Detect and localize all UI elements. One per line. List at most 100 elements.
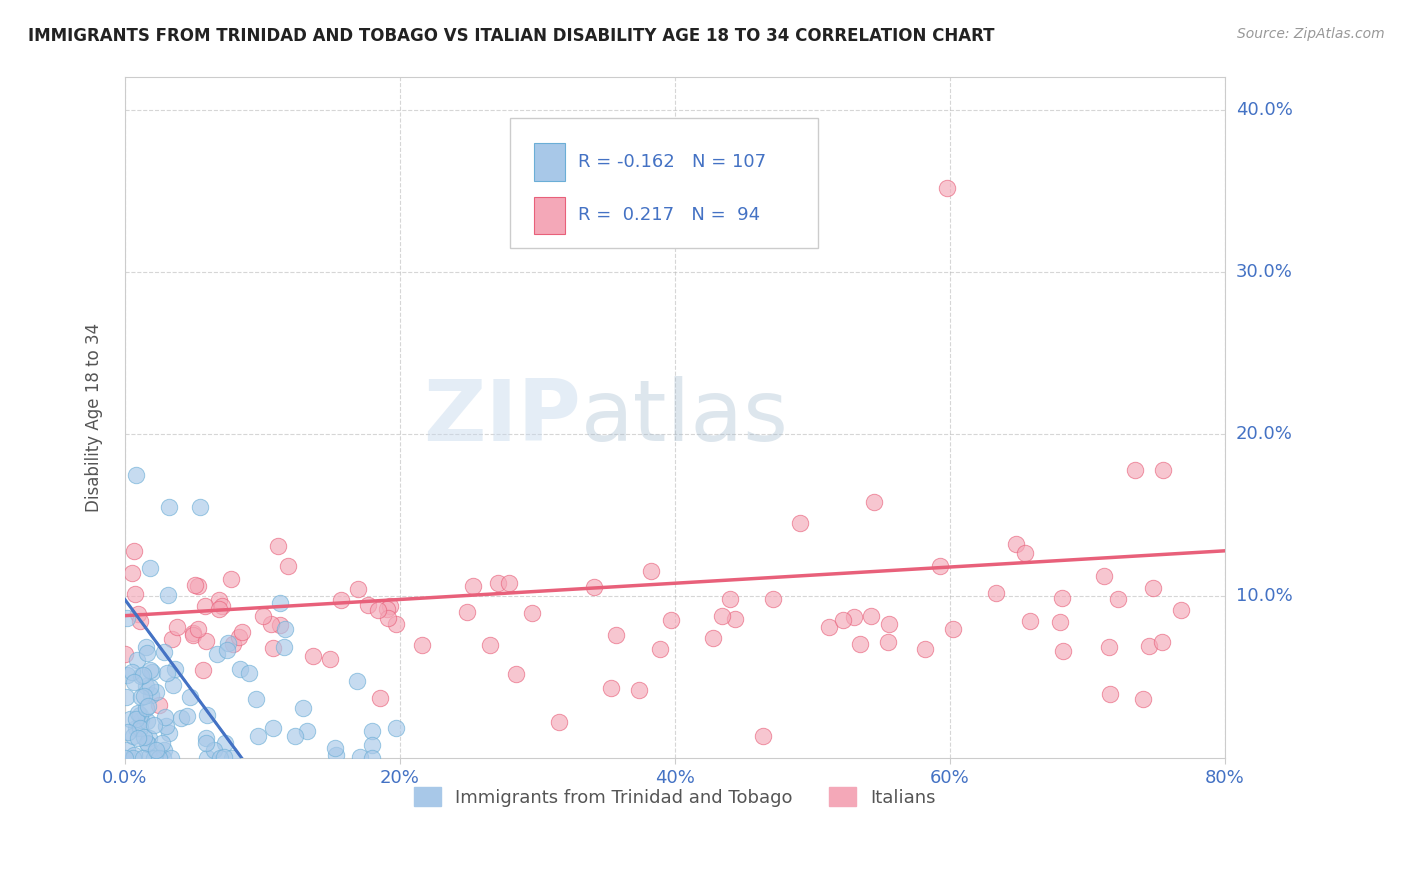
Point [1049,615,1071,629]
Point [385,722,408,736]
Text: Source: ZipAtlas.com: Source: ZipAtlas.com [1237,27,1385,41]
Point [132,751,155,765]
Point [132,731,155,745]
Point [378,599,401,613]
Point [346,674,368,689]
Point [274,622,297,636]
Point [141,665,163,679]
Point [1004,537,1026,551]
Point [157,588,180,602]
Point [269,595,291,609]
Point [659,613,682,627]
Point [269,618,291,632]
Point [582,580,605,594]
Point [114,690,136,704]
Point [1132,692,1154,706]
Point [219,572,242,586]
Point [139,663,162,677]
Point [176,708,198,723]
Point [202,743,225,757]
Text: 10.0%: 10.0% [1236,587,1292,605]
Point [461,579,484,593]
Point [347,582,370,596]
Point [132,668,155,682]
Point [215,642,238,657]
Point [122,747,145,762]
Point [228,630,250,644]
Point [145,685,167,699]
Point [181,628,204,642]
FancyBboxPatch shape [534,196,565,234]
Point [877,616,900,631]
Point [262,721,284,735]
Legend: Immigrants from Trinidad and Tobago, Italians: Immigrants from Trinidad and Tobago, Ita… [406,780,943,814]
Point [152,751,174,765]
Point [136,737,159,751]
Point [831,613,853,627]
Point [121,751,143,765]
Text: 30.0%: 30.0% [1236,263,1292,281]
Point [179,690,201,704]
Point [129,690,152,705]
Point [129,708,152,723]
Point [640,564,662,578]
Text: ZIP: ZIP [423,376,581,459]
Text: IMMIGRANTS FROM TRINIDAD AND TOBAGO VS ITALIAN DISABILITY AGE 18 TO 34 CORRELATI: IMMIGRANTS FROM TRINIDAD AND TOBAGO VS I… [28,27,994,45]
Point [122,729,145,743]
Point [125,653,148,667]
Point [211,599,233,613]
Point [411,638,433,652]
Point [375,602,398,616]
Point [139,561,162,575]
Point [762,592,785,607]
Point [124,721,146,735]
Point [245,691,267,706]
Point [135,714,157,728]
Point [138,731,160,745]
Point [205,647,228,661]
Point [548,714,571,729]
Point [260,616,283,631]
Point [863,495,886,509]
Point [114,648,136,662]
Point [157,500,180,514]
Point [195,736,218,750]
Point [117,725,139,739]
Point [302,649,325,664]
Point [849,637,872,651]
Point [118,712,141,726]
Point [929,559,952,574]
Point [127,731,149,745]
Point [456,605,478,619]
Point [361,751,384,765]
Point [1019,614,1042,628]
Point [478,638,501,652]
Point [817,620,839,634]
Point [368,691,391,706]
Point [710,608,733,623]
Point [262,640,284,655]
Point [125,712,148,726]
Point [1050,591,1073,606]
Point [1098,687,1121,701]
Point [128,721,150,735]
Point [187,623,209,637]
Point [162,632,184,647]
Point [129,614,152,628]
Point [129,669,152,683]
Point [153,743,176,757]
Point [122,544,145,558]
Point [141,689,163,703]
Point [208,751,231,765]
Point [208,593,231,607]
Point [273,640,295,654]
Point [136,698,159,713]
Point [377,611,399,625]
Point [942,622,965,636]
Point [229,662,252,676]
Point [142,718,165,732]
Text: atlas: atlas [581,376,789,459]
Point [1139,639,1161,653]
Point [1152,463,1174,477]
Point [1107,592,1129,607]
